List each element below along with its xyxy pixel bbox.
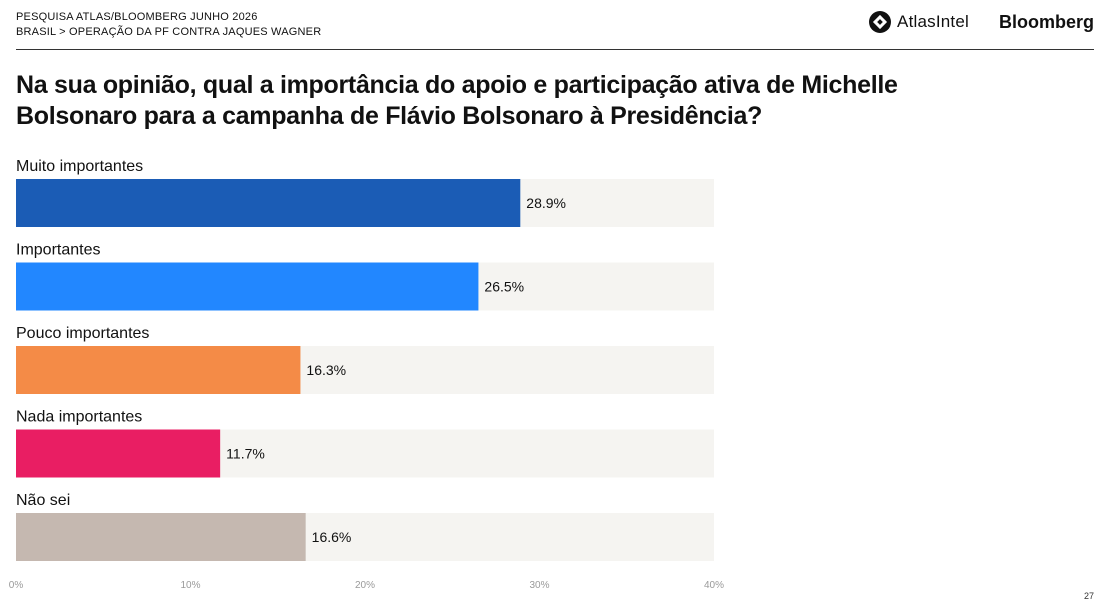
category-label: Nada importantes: [16, 409, 142, 426]
header-divider: [16, 49, 1094, 50]
x-tick-label: 0%: [9, 580, 24, 591]
bar: [16, 262, 479, 311]
category-label: Não sei: [16, 492, 70, 509]
logos: AtlasIntel Bloomberg: [869, 11, 1094, 33]
chart-title: Na sua opinião, qual a importância do ap…: [16, 71, 898, 130]
bar: [16, 429, 221, 478]
atlasintel-mark-icon: [869, 11, 892, 33]
bar: [16, 179, 521, 227]
x-tick-label: 40%: [704, 580, 724, 591]
data-label: 26.5%: [484, 279, 524, 295]
x-tick-label: 10%: [180, 580, 200, 591]
x-tick-label: 30%: [529, 580, 549, 591]
bar: [16, 346, 301, 394]
x-tick-label: 20%: [355, 580, 375, 591]
bar: [16, 513, 306, 561]
category-label: Muito importantes: [16, 158, 143, 175]
atlasintel-logo: AtlasIntel: [869, 11, 969, 33]
data-label: 11.7%: [226, 446, 265, 462]
breadcrumb: BRASIL > OPERAÇÃO DA PF CONTRA JAQUES WA…: [16, 26, 322, 38]
category-label: Importantes: [16, 242, 100, 259]
survey-title: PESQUISA ATLAS/BLOOMBERG JUNHO 2026: [16, 11, 258, 23]
page-number: 27: [1083, 591, 1094, 601]
data-label: 28.9%: [526, 195, 566, 211]
data-label: 16.3%: [306, 362, 346, 378]
data-label: 16.6%: [312, 529, 352, 545]
category-label: Pouco importantes: [16, 325, 149, 342]
bloomberg-logo: Bloomberg: [998, 11, 1094, 32]
atlasintel-logo-text: AtlasIntel: [897, 12, 969, 31]
